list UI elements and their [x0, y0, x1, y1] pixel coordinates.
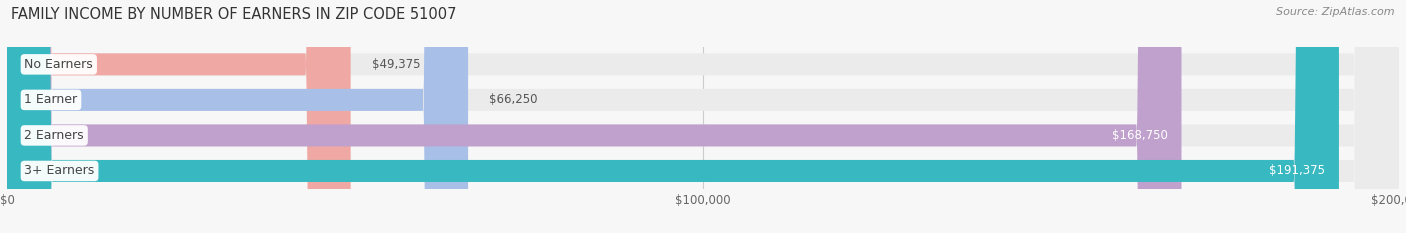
- FancyBboxPatch shape: [7, 0, 1181, 233]
- Text: 1 Earner: 1 Earner: [24, 93, 77, 106]
- Text: Source: ZipAtlas.com: Source: ZipAtlas.com: [1277, 7, 1395, 17]
- Text: $49,375: $49,375: [371, 58, 420, 71]
- FancyBboxPatch shape: [7, 0, 1399, 233]
- FancyBboxPatch shape: [7, 0, 350, 233]
- FancyBboxPatch shape: [7, 0, 468, 233]
- FancyBboxPatch shape: [7, 0, 1399, 233]
- FancyBboxPatch shape: [7, 0, 1399, 233]
- FancyBboxPatch shape: [7, 0, 1399, 233]
- Text: $66,250: $66,250: [489, 93, 537, 106]
- Text: $168,750: $168,750: [1112, 129, 1167, 142]
- Text: FAMILY INCOME BY NUMBER OF EARNERS IN ZIP CODE 51007: FAMILY INCOME BY NUMBER OF EARNERS IN ZI…: [11, 7, 457, 22]
- Text: 3+ Earners: 3+ Earners: [24, 164, 94, 178]
- FancyBboxPatch shape: [7, 0, 1339, 233]
- Text: $191,375: $191,375: [1270, 164, 1324, 178]
- Text: No Earners: No Earners: [24, 58, 93, 71]
- Text: 2 Earners: 2 Earners: [24, 129, 84, 142]
